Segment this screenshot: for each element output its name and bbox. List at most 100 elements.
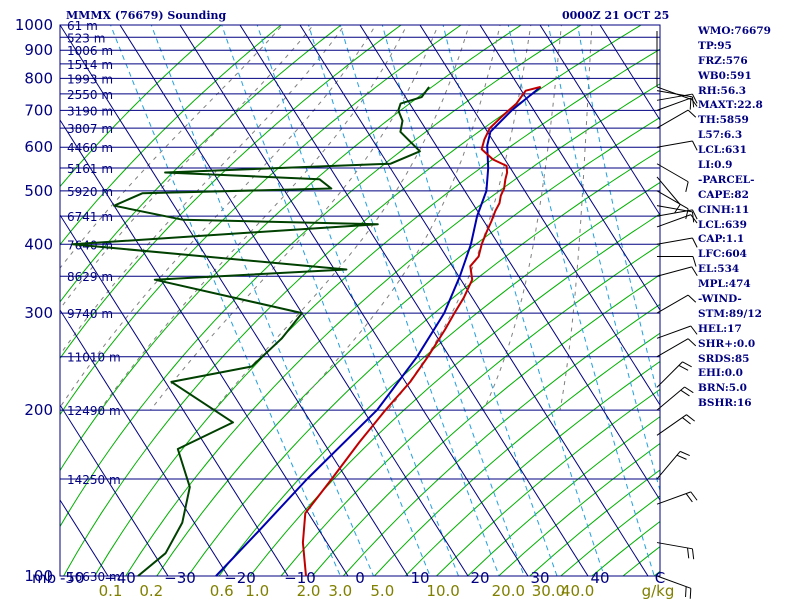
height-label: 1006 m [67,44,113,58]
height-label: 1993 m [67,72,113,86]
wind-barb-staff [656,190,689,210]
wind-barb-flag [691,96,695,108]
index-item: BRN:5.0 [698,382,747,395]
temperature-tick-label: −20 [224,569,256,587]
dry-adiabat-line [774,13,800,600]
isotherm-line [60,25,409,576]
index-item: CINH:11 [698,203,750,216]
moist-adiabat-line [60,25,315,310]
wind-barb [656,86,692,110]
wind-barb-flag [690,491,698,501]
temperature-tick-label: −10 [284,569,316,587]
wind-barb-flag [676,454,687,460]
parcel-trace [215,86,542,577]
wind-barb [656,90,695,108]
mixing-ratio-line [339,25,525,576]
isotherm-line [60,309,229,576]
mixing-ratio-tick-label: 5.0 [370,582,394,600]
wind-barb-flag [685,493,693,503]
wind-barb-flag [682,361,692,368]
wind-barb-flag [692,209,698,220]
mixing-ratio-line [547,25,660,493]
index-item: EL:534 [698,263,740,276]
wind-barb-staff [656,209,693,217]
wind-barb-flag [689,99,692,110]
index-item: EHI:0.0 [698,367,743,380]
height-label: 5920 m [67,185,113,199]
wind-barb-staff [656,163,689,183]
index-item: LI:0.9 [698,159,733,172]
isotherm-line [179,25,529,576]
wind-barb-flag [691,548,695,560]
wind-barb-staff [656,451,681,480]
mixing-ratio-tick-label: 0.1 [99,582,123,600]
wind-barb-flag [692,140,698,151]
index-item: HEL:17 [698,322,742,335]
height-label: 11010 m [67,351,121,365]
pressure-tick-label: 100 [24,567,53,585]
wind-barb-flag [686,414,695,422]
wind-barb-staff [656,361,683,388]
mixing-ratio-unit-label: g/kg [642,582,675,600]
wind-barb-staff [656,414,687,436]
wind-barb-flag [692,237,698,248]
wind-barb-flag [687,547,690,559]
mixing-ratio-line [577,25,660,405]
moist-adiabat-line [99,25,408,411]
mixing-ratio-tick-label: 2.0 [297,582,321,600]
temperature-trace [301,85,541,577]
wind-barb [656,93,698,104]
moist-adiabat-line [60,25,377,409]
wind-barb-staff [656,93,693,101]
isotherm-line [359,25,660,501]
pressure-tick-label: 800 [24,69,53,87]
moist-adiabat-line [60,25,284,269]
temperature-tick-label: 20 [470,569,489,587]
temperature-tick-label: 0 [355,569,365,587]
wind-barb-staff [656,109,689,129]
wind-barb-flag [690,325,698,335]
sounding-time: 0000Z 21 OCT 25 [562,9,670,22]
wind-barb [656,325,698,339]
isotherm-line [60,404,169,576]
moist-adiabat-line [213,25,470,411]
moist-adiabat-line [60,25,346,356]
pressure-tick-label: 400 [24,235,53,253]
index-item: -PARCEL- [698,173,755,186]
index-item: MAXT:22.8 [698,99,763,112]
wind-barb-staff [656,237,693,245]
wind-barb-staff [656,575,691,589]
wind-barb-staff [656,97,691,111]
temperature-tick-label: 10 [410,569,429,587]
isotherm-line [239,25,589,576]
mixing-ratio-tick-labels: 0.1 0.2 0.6 1.0 2.0 3.0 5.0 10.0 20.0 30.040.0 g/k… [99,582,675,600]
index-item: LCL:631 [698,144,747,157]
index-item: WB0:591 [698,69,752,82]
mixing-ratio-tick-label: 30.0 [532,582,565,600]
index-item: STM:89/12 [698,307,762,320]
dewpoint-trace [71,86,430,577]
wind-barb-flag [690,97,698,107]
index-item: CAP:1.1 [698,233,745,246]
index-item: TP:95 [698,39,732,52]
index-item: LCL:639 [698,218,747,231]
height-label: 523 m [67,31,105,45]
wind-barb-flag [692,256,697,267]
pressure-tick-label: 500 [24,182,53,200]
pressure-tick-label: 700 [24,101,53,119]
index-item: LFC:604 [698,248,747,261]
wind-barb-staff [656,140,693,148]
index-item: SHR+:0.0 [698,337,756,350]
pressure-tick-label: 900 [24,41,53,59]
wind-barb-staff [656,266,692,277]
mixing-ratio-tick-label: 0.2 [139,582,163,600]
wind-profile [656,31,698,599]
index-item: SRDS:85 [698,352,750,365]
grid-lines [60,13,800,600]
isotherm-line [299,25,649,576]
wind-barb-flag [685,181,689,193]
wind-barb-flag [685,586,687,598]
wind-barb-flag [687,294,697,303]
mixing-ratio-line [256,25,459,576]
